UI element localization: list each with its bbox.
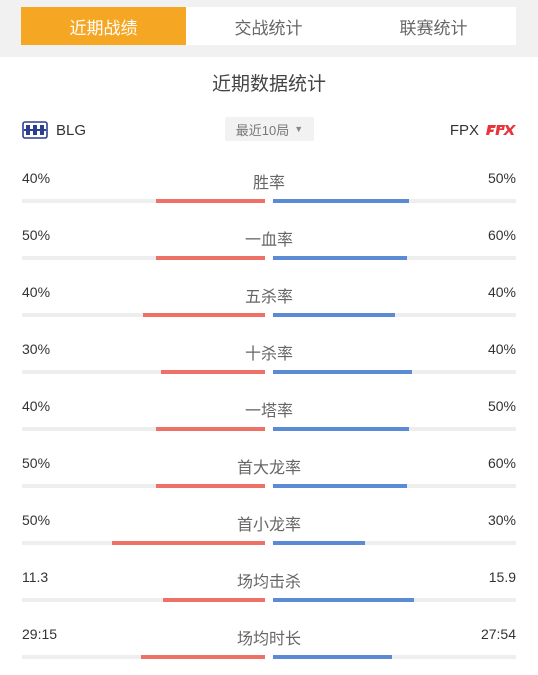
stat-row: 40% 胜率 50% [0, 170, 538, 210]
tab-bar: 近期战绩 交战统计 联赛统计 [21, 7, 516, 45]
stat-label: 一塔率 [244, 403, 293, 420]
stat-track-left [22, 256, 265, 260]
stat-left-value: 50% [22, 512, 51, 528]
stat-track-left [22, 427, 265, 431]
stat-row: 40% 五杀率 40% [0, 284, 538, 324]
stat-label: 场均击杀 [236, 574, 301, 591]
stat-right-value: 15.9 [488, 569, 516, 585]
team-left-name: BLG [56, 121, 87, 139]
stat-track-left [22, 199, 265, 203]
stat-label: 五杀率 [244, 289, 293, 306]
stat-left-value: 40% [22, 398, 51, 414]
stat-row: 11.3 场均击杀 15.9 [0, 569, 538, 609]
caret-down-icon: ▼ [294, 124, 304, 134]
stat-left-value: 30% [22, 341, 51, 357]
stat-left-value: 29:15 [22, 626, 58, 642]
stat-bar-right [273, 484, 407, 488]
tab-head-to-head[interactable]: 交战统计 [234, 18, 303, 38]
stat-label: 胜率 [252, 175, 285, 192]
stat-track-left [22, 598, 265, 602]
tab-recent-record[interactable]: 近期战绩 [21, 7, 186, 45]
stat-track-right [273, 541, 516, 545]
stat-bar-right [273, 313, 395, 317]
stat-label: 场均时长 [236, 631, 301, 648]
stat-right-value: 30% [487, 512, 516, 528]
stat-bar-right [273, 199, 409, 203]
stats-panel: 近期数据统计 BLG 最近10局 ▼ FPX 40 [0, 57, 538, 675]
tab-league-stats[interactable]: 联赛统计 [399, 18, 468, 38]
page-title: 近期数据统计 [211, 74, 326, 95]
stat-track-left [22, 370, 265, 374]
stat-bar-left [161, 370, 265, 374]
stat-label: 十杀率 [244, 346, 293, 363]
stat-bar-right [273, 427, 409, 431]
stat-bar-left [112, 541, 265, 545]
stat-label: 首大龙率 [236, 460, 301, 477]
stat-bar-left [156, 427, 265, 431]
stat-right-value: 60% [487, 227, 516, 243]
stat-row: 50% 首大龙率 60% [0, 455, 538, 495]
stat-bar-left [141, 655, 265, 659]
match-range-filter[interactable]: 最近10局 ▼ [225, 117, 314, 141]
team-right-name: FPX [449, 121, 479, 139]
fpx-logo-icon [486, 125, 516, 135]
stat-row: 40% 一塔率 50% [0, 398, 538, 438]
stat-bar-right [273, 598, 414, 602]
stat-left-value: 11.3 [22, 569, 49, 585]
stat-row: 30% 十杀率 40% [0, 341, 538, 381]
stat-right-value: 40% [487, 341, 516, 357]
stat-right-value: 50% [487, 170, 516, 186]
stat-bar-left [156, 199, 265, 203]
stat-row: 29:15 场均时长 27:54 [0, 626, 538, 666]
stat-right-value: 40% [487, 284, 516, 300]
stat-right-value: 27:54 [480, 626, 516, 642]
match-range-label: 最近10局 [235, 122, 290, 138]
stat-label: 首小龙率 [236, 517, 301, 534]
stat-bar-left [163, 598, 265, 602]
team-header: BLG 最近10局 ▼ FPX [0, 117, 538, 143]
stat-track-left [22, 484, 265, 488]
stat-bar-right [273, 541, 365, 545]
stat-right-value: 50% [487, 398, 516, 414]
stat-bar-right [273, 256, 407, 260]
stat-row: 50% 一血率 60% [0, 227, 538, 267]
stat-bar-right [273, 370, 412, 374]
stat-left-value: 40% [22, 170, 51, 186]
stat-track-right [273, 655, 516, 659]
team-right: FPX [450, 117, 516, 143]
stat-left-value: 40% [22, 284, 51, 300]
stat-left-value: 50% [22, 227, 51, 243]
stat-left-value: 50% [22, 455, 51, 471]
stat-bar-left [156, 484, 265, 488]
stat-bar-left [156, 256, 265, 260]
blg-logo-icon [22, 121, 48, 139]
stat-row: 50% 首小龙率 30% [0, 512, 538, 552]
team-left: BLG [22, 117, 86, 143]
stat-bar-left [143, 313, 265, 317]
stat-right-value: 60% [487, 455, 516, 471]
stat-bar-right [273, 655, 392, 659]
stat-label: 一血率 [244, 232, 293, 249]
